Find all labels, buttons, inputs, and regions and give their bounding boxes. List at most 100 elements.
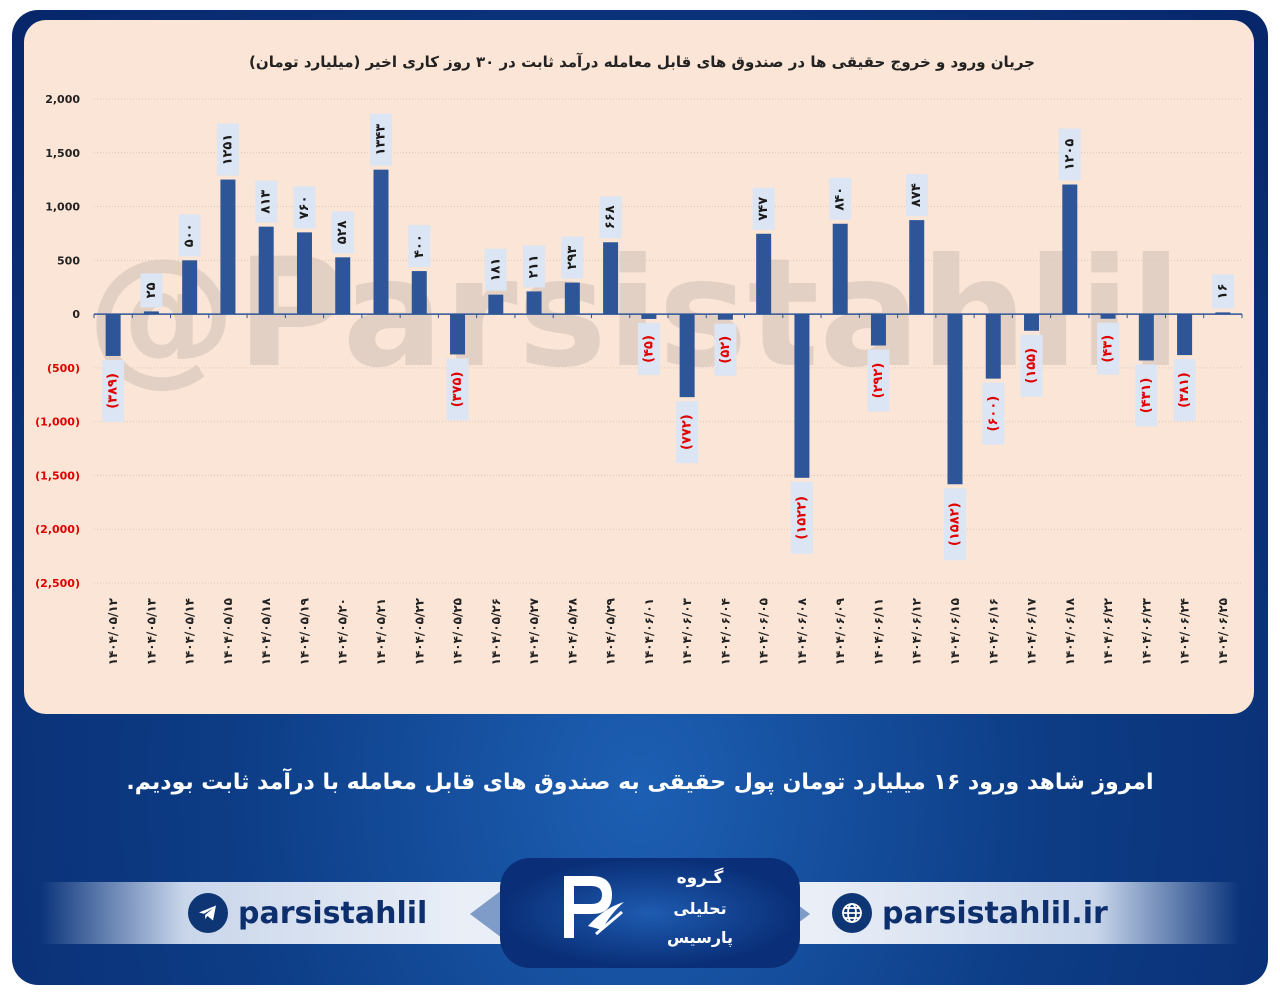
data-label-text: ۲۵ <box>144 282 159 298</box>
data-label-text: ۶۶۸ <box>603 205 618 229</box>
data-label-text: (۳۸۹) <box>106 373 121 409</box>
bar <box>526 291 542 315</box>
y-tick-label: (2,500) <box>35 577 80 590</box>
bar <box>832 223 848 315</box>
data-label-box <box>829 177 852 220</box>
data-label-box <box>140 273 163 308</box>
data-label-box <box>1097 322 1120 375</box>
x-tick-label: ۱۴۰۴/۰۵/۱۵ <box>221 598 235 665</box>
data-label-text: ۱۳۴۳ <box>374 124 389 156</box>
bar <box>105 314 121 356</box>
data-label-box <box>178 214 201 257</box>
data-label: (۲۹۲) <box>867 349 890 412</box>
globe-icon <box>832 893 872 933</box>
data-label-text: (۴۳۱) <box>1139 378 1154 414</box>
data-label-box <box>1058 128 1081 181</box>
data-label-box <box>637 322 660 375</box>
data-label-box <box>944 488 966 561</box>
bar <box>182 260 198 315</box>
data-label-box <box>676 401 699 464</box>
grid <box>93 98 1243 584</box>
bar <box>296 232 312 315</box>
bar <box>947 314 963 485</box>
data-label-text: (۴۳) <box>1101 335 1116 363</box>
data-label: ۶۶۸ <box>599 196 622 239</box>
data-label-text: (۷۷۲) <box>680 414 695 450</box>
data-label: (۱۵۸۲) <box>944 488 966 561</box>
x-tick-label: ۱۴۰۴/۰۵/۲۰ <box>336 598 350 665</box>
data-label-box <box>867 349 890 412</box>
data-label-text: (۶۰۰) <box>986 396 1001 432</box>
data-label: ۲۱۱ <box>523 245 546 288</box>
x-tick-label: ۱۴۰۴/۰۶/۱۵ <box>948 598 962 665</box>
bar <box>756 233 772 315</box>
y-axis: 2,000 1,500 1,000 500 0 (500) (1,000) (1,500) (2… <box>35 93 80 590</box>
x-tick-label: ۱۴۰۴/۰۶/۲۳ <box>1139 597 1153 665</box>
data-label-box <box>102 359 125 422</box>
x-tick-label: ۱۴۰۴/۰۶/۱۶ <box>986 598 1000 665</box>
y-tick-label: 2,000 <box>45 93 80 106</box>
x-tick-label: ۱۴۰۴/۰۵/۲۷ <box>527 597 541 665</box>
x-tick-label: ۱۴۰۴/۰۶/۱۱ <box>871 598 885 665</box>
data-label-text: ۲۱۱ <box>527 255 542 279</box>
data-label: ۱۳۴۳ <box>370 113 392 166</box>
data-label: (۴۳۱) <box>1135 364 1158 427</box>
telegram-link[interactable]: parsistahlil <box>188 893 427 933</box>
data-label-box <box>1020 334 1043 397</box>
data-label: (۵۲) <box>714 323 737 376</box>
data-label: ۸۷۴ <box>905 174 928 217</box>
bar <box>909 220 925 315</box>
x-tick-label: ۱۴۰۴/۰۶/۲۴ <box>1178 598 1192 665</box>
bar <box>1177 314 1193 356</box>
website-link[interactable]: parsistahlil.ir <box>832 893 1108 933</box>
data-label: ۱۸۱ <box>484 248 507 291</box>
x-tick-label: ۱۴۰۴/۰۶/۰۱ <box>642 598 656 665</box>
telegram-handle: parsistahlil <box>238 895 428 931</box>
data-label: (۳۸۱) <box>1173 359 1196 422</box>
logo-text-line3: پارسیس <box>666 928 734 947</box>
x-tick-label: ۱۴۰۴/۰۶/۱۸ <box>1063 597 1077 665</box>
data-label-text: ۷۶۰ <box>297 195 312 219</box>
bar <box>1138 314 1154 361</box>
logo-text-line2: تحلیلی <box>673 899 727 918</box>
summary-message: امروز شاهد ورود ۱۶ میلیارد تومان پول حقی… <box>126 770 1154 795</box>
data-label-text: (۵۲) <box>718 336 733 364</box>
bar <box>794 314 810 478</box>
data-label: ۵۰۰ <box>178 214 201 257</box>
data-label-text: ۷۴۷ <box>756 197 771 221</box>
bar <box>450 314 466 355</box>
data-label: ۱۲۵۱ <box>216 123 239 176</box>
x-tick-label: ۱۴۰۴/۰۶/۰۳ <box>680 597 694 665</box>
data-label-text: (۳۸۱) <box>1177 372 1192 408</box>
y-tick-label: 1,000 <box>45 201 80 214</box>
data-label-box <box>216 123 239 176</box>
x-tick-label: ۱۴۰۴/۰۶/۱۲ <box>910 597 924 665</box>
bar <box>641 314 657 319</box>
data-label-box <box>1173 359 1196 422</box>
data-label-text: ۱۲۰۵ <box>1062 139 1077 171</box>
data-label-box <box>982 382 1005 445</box>
data-label-box <box>561 236 584 279</box>
data-label-text: (۲۹۲) <box>871 363 886 399</box>
data-label-box <box>408 225 431 268</box>
x-tick-label: ۱۴۰۴/۰۶/۰۵ <box>757 598 771 665</box>
data-label-text: ۱۶ <box>1215 283 1230 299</box>
bar <box>1215 312 1231 315</box>
website-url: parsistahlil.ir <box>882 895 1108 931</box>
x-tick-label: ۱۴۰۴/۰۵/۲۵ <box>451 598 465 665</box>
data-label: ۱۲۰۵ <box>1058 128 1081 181</box>
data-label-text: (۱۵۵) <box>1024 348 1039 384</box>
data-label-box <box>714 323 737 376</box>
data-label: (۶۰۰) <box>982 382 1005 445</box>
x-axis: ۱۴۰۴/۰۵/۱۲ ۱۴۰۴/۰۵/۱۳ ۱۴۰۴/۰۵/۱۴ ۱۴۰۴/۰۵/۱۵… <box>106 597 1230 665</box>
bars <box>105 169 1231 485</box>
data-label-text: ۱۲۵۱ <box>220 134 235 166</box>
bar <box>870 314 886 346</box>
data-label: ۷۶۰ <box>293 186 316 229</box>
data-label: ۱۶ <box>1211 274 1234 309</box>
bar <box>1100 314 1116 319</box>
bar <box>335 257 351 315</box>
bar <box>564 282 580 315</box>
x-tick-label: ۱۴۰۴/۰۶/۰۹ <box>833 597 847 665</box>
x-tick-label: ۱۴۰۴/۰۵/۱۹ <box>297 597 311 665</box>
